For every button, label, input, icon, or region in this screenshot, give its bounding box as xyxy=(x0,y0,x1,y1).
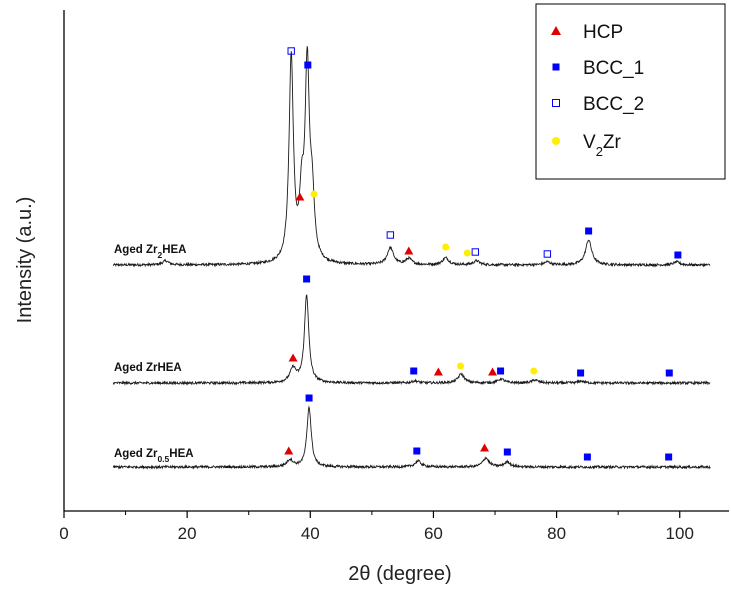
legend-label: V2Zr xyxy=(583,132,622,159)
marker-bcc1 xyxy=(304,61,312,69)
x-tick-label: 0 xyxy=(59,524,68,543)
phase-markers xyxy=(284,47,682,461)
marker-v2zr xyxy=(530,367,538,375)
marker-bcc1 xyxy=(665,453,673,461)
x-tick-label: 60 xyxy=(424,524,443,543)
trace-label-2: Aged ZrHEA xyxy=(114,362,182,374)
xrd-trace-2 xyxy=(112,294,711,386)
marker-bcc1 xyxy=(585,227,593,235)
marker-hcp xyxy=(488,367,498,376)
marker-bcc1 xyxy=(665,369,673,377)
trace-label-3: Aged Zr0.5HEA xyxy=(114,448,194,464)
trace-label-1: Aged Zr2HEA xyxy=(114,244,186,260)
x-tick-label: 20 xyxy=(178,524,197,543)
y-axis-label: Intensity (a.u.) xyxy=(14,197,36,324)
marker-hcp xyxy=(284,446,294,455)
legend-marker-bcc2 xyxy=(552,99,560,107)
marker-hcp xyxy=(288,353,298,362)
legend-marker-v2zr xyxy=(552,137,560,145)
marker-v2zr xyxy=(463,249,471,257)
marker-bcc1 xyxy=(497,367,505,375)
marker-hcp xyxy=(433,367,443,376)
xrd-trace-1 xyxy=(112,46,711,268)
marker-bcc2 xyxy=(471,248,480,256)
legend: HCP BCC_1 BCC_2 V2Zr xyxy=(535,3,726,180)
marker-v2zr xyxy=(457,362,465,370)
marker-bcc2 xyxy=(287,47,295,55)
marker-bcc1 xyxy=(674,251,682,259)
marker-bcc1 xyxy=(413,447,421,455)
marker-bcc1 xyxy=(583,453,591,461)
legend-label: BCC_1 xyxy=(583,58,644,79)
x-tick-label: 100 xyxy=(666,524,694,543)
marker-bcc1 xyxy=(305,394,313,402)
x-tick-label: 80 xyxy=(547,524,566,543)
x-axis-label: 2θ (degree) xyxy=(348,563,451,585)
marker-bcc2 xyxy=(543,250,552,258)
x-ticks: 0 20 40 60 80 100 xyxy=(59,511,694,543)
traces xyxy=(112,46,711,470)
marker-hcp xyxy=(295,192,305,201)
trace-labels: Aged Zr2HEA Aged ZrHEA Aged Zr0.5HEA xyxy=(114,244,194,464)
marker-v2zr xyxy=(310,190,318,198)
legend-marker-hcp xyxy=(551,26,561,35)
marker-hcp xyxy=(404,246,414,255)
marker-bcc1 xyxy=(577,369,585,377)
legend-label: HCP xyxy=(583,22,623,43)
marker-bcc1 xyxy=(503,448,511,456)
legend-box xyxy=(535,3,726,180)
legend-label: BCC_2 xyxy=(583,94,644,115)
marker-bcc2 xyxy=(386,231,395,239)
x-tick-label: 40 xyxy=(301,524,320,543)
marker-v2zr xyxy=(442,243,450,251)
marker-bcc1 xyxy=(303,275,311,283)
legend-marker-bcc1 xyxy=(552,63,560,71)
marker-hcp xyxy=(480,443,490,452)
marker-bcc1 xyxy=(410,367,418,375)
xrd-trace-3 xyxy=(112,405,711,470)
